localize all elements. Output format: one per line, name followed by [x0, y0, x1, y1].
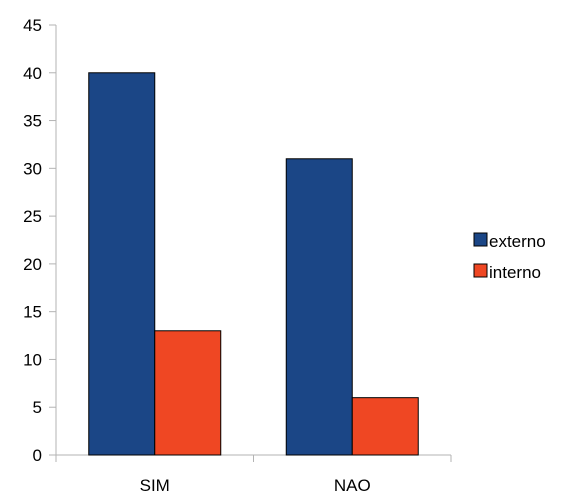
y-tick-label: 5 [33, 398, 42, 417]
y-tick-label: 35 [23, 112, 42, 131]
y-tick-label: 45 [23, 16, 42, 35]
legend-label-interno: interno [489, 263, 541, 282]
chart-legend: externo interno [473, 232, 546, 282]
y-tick-label: 0 [33, 446, 42, 465]
bar-interno-nao [351, 397, 419, 456]
x-tick-label: NAO [334, 476, 371, 495]
y-tick-label: 20 [23, 255, 42, 274]
legend-label-externo: externo [489, 232, 546, 251]
y-tick-label: 10 [23, 350, 42, 369]
bar-externo-nao [285, 158, 353, 456]
x-tick-label: SIM [140, 476, 170, 495]
y-tick-label: 25 [23, 207, 42, 226]
bar-marks [88, 72, 419, 456]
bar-externo-sim [88, 72, 156, 456]
tick-labels: 0 5 10 15 20 25 30 35 40 45 SIM NAO [23, 16, 371, 495]
y-tick-label: 15 [23, 303, 42, 322]
y-tick-label: 40 [23, 64, 42, 83]
legend-swatch-externo [473, 232, 488, 247]
y-tick-label: 30 [23, 159, 42, 178]
bar-interno-sim [154, 330, 222, 456]
legend-swatch-interno [473, 263, 488, 278]
